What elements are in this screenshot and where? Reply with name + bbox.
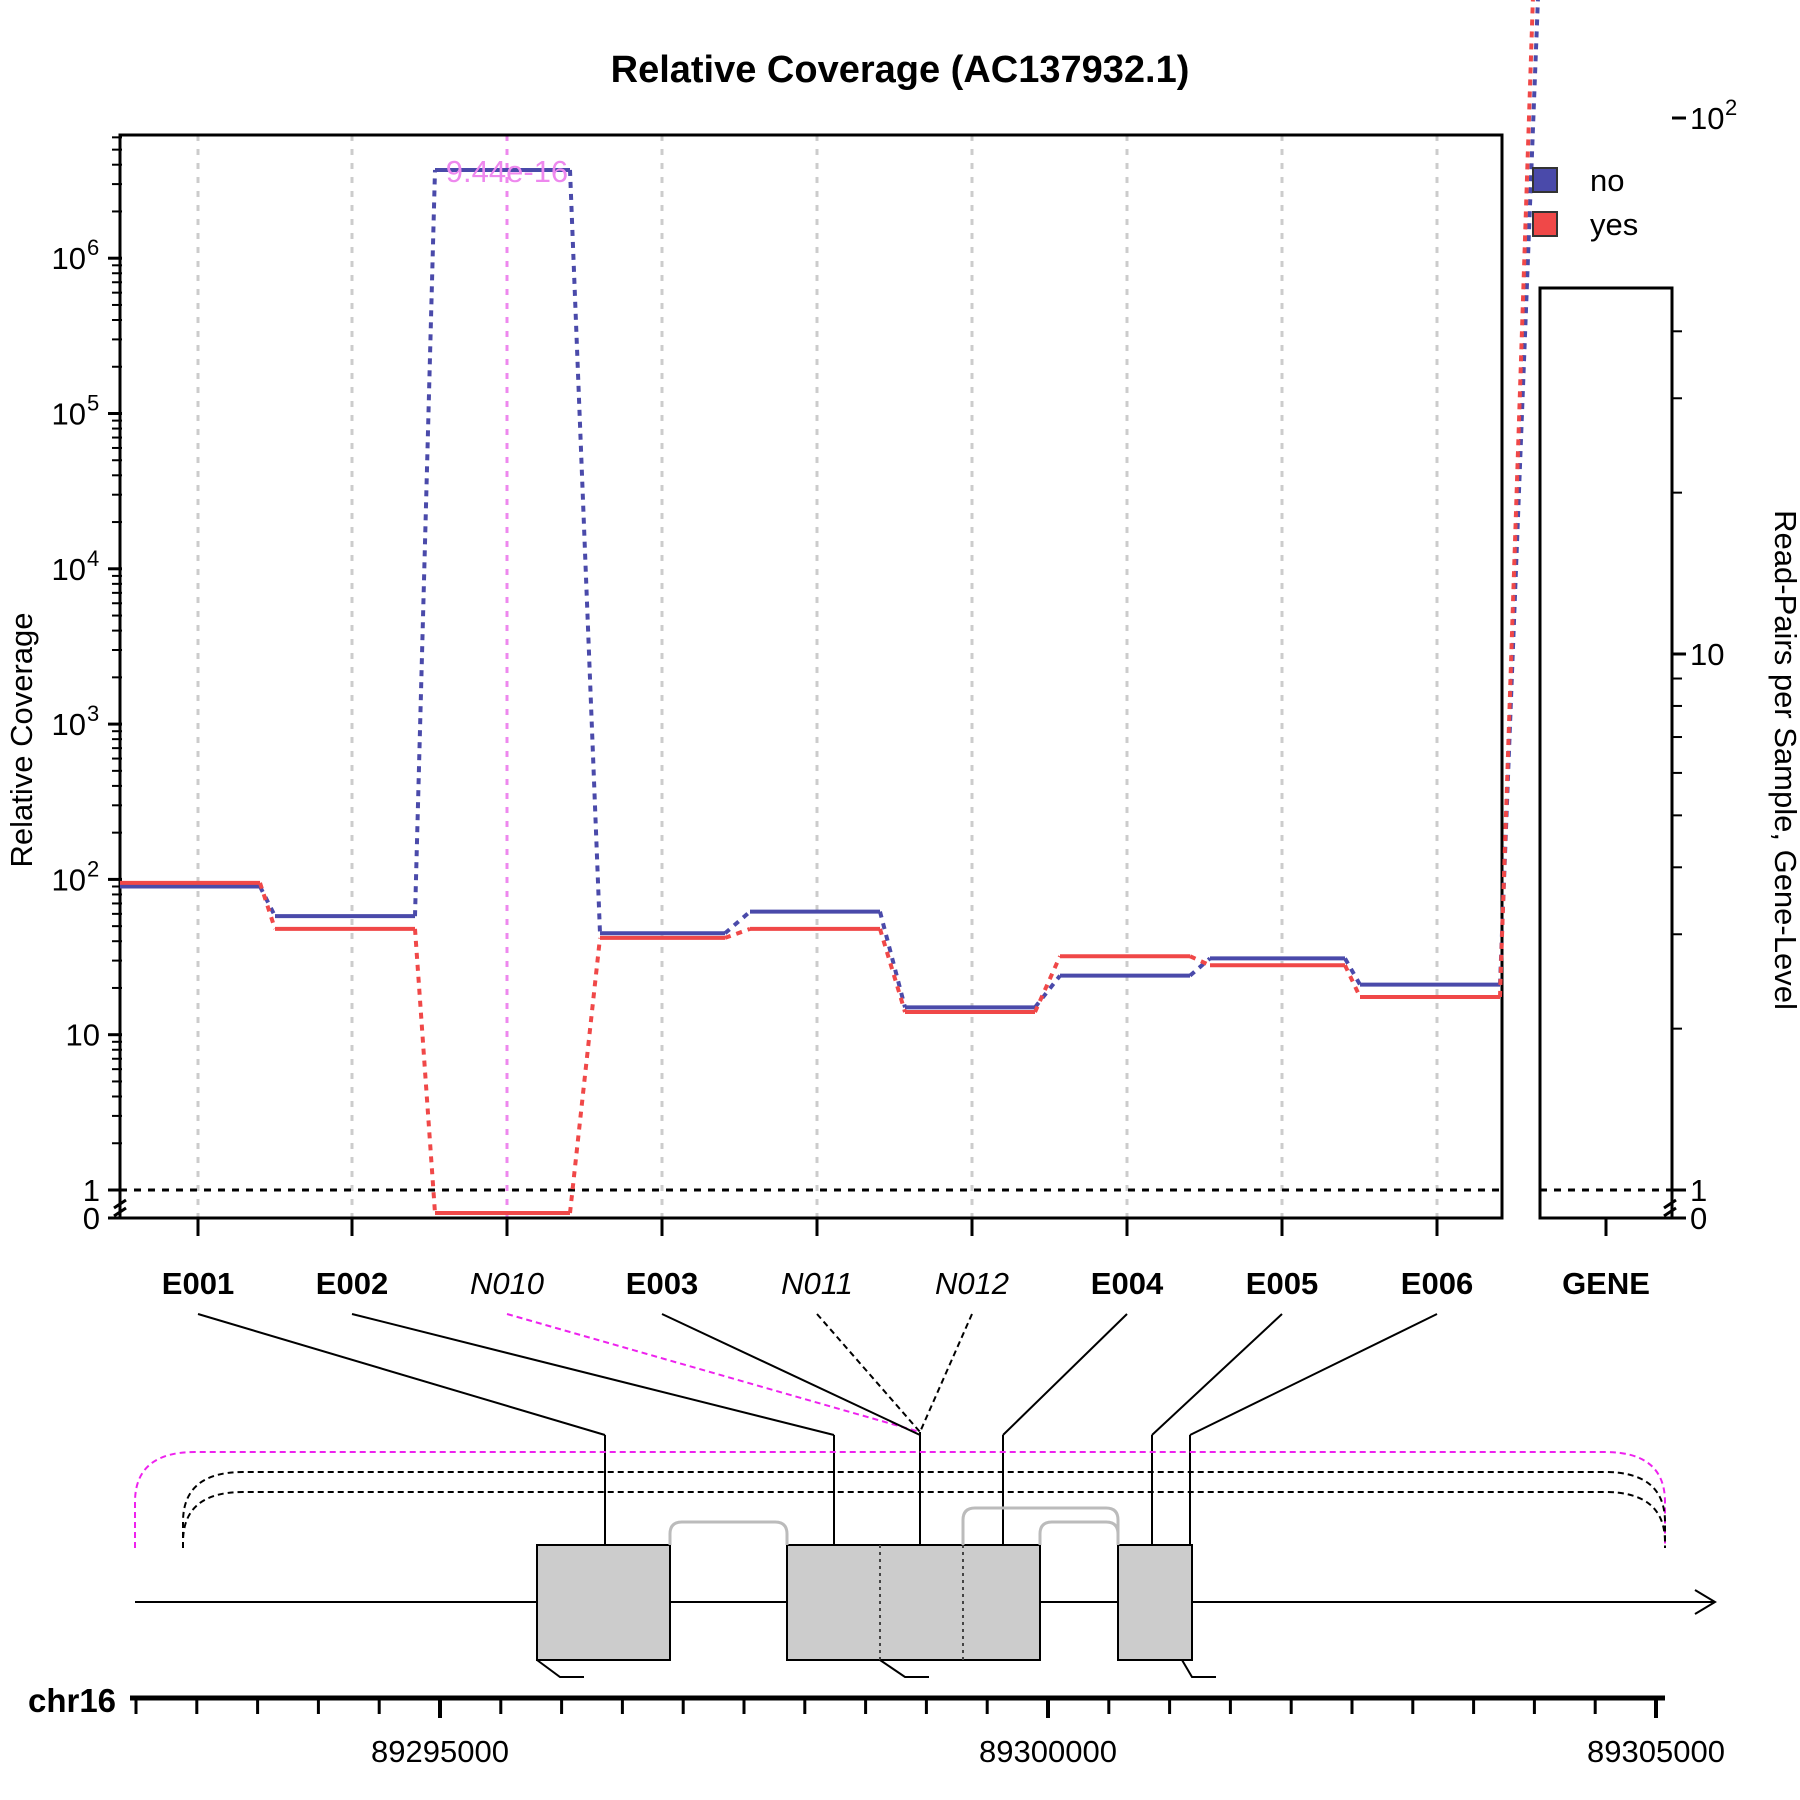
y-tick-label-sup: 3 (87, 701, 99, 726)
connector-n012 (919, 1313, 973, 1433)
splice-arc (961, 1506, 1120, 1545)
feature-label-e004: E004 (1091, 1266, 1164, 1301)
y-tick-label: 1 (83, 1173, 100, 1208)
genome-tick-label: 89300000 (979, 1734, 1117, 1769)
y-right-tick-label: 10 (1690, 101, 1724, 136)
series-yes (120, 0, 1535, 1215)
series-no-connector (413, 169, 437, 917)
y-right-tick-label: 10 (1690, 637, 1724, 672)
feature-label-e002: E002 (316, 1266, 388, 1301)
y-tick-label: 10 (66, 1018, 100, 1053)
splice-arc (668, 1520, 789, 1545)
series-yes-connector (724, 927, 751, 940)
feature-label-n010: N010 (470, 1266, 544, 1301)
series-no-connector (878, 911, 907, 1008)
series-yes-connector (258, 882, 277, 930)
legend: no yes (1532, 163, 1638, 242)
genome-axis: 89295000 89300000 89305000 chr16 (28, 1682, 1725, 1769)
genome-tick-label: 89295000 (371, 1734, 509, 1769)
splice-arc (1038, 1520, 1120, 1545)
connector-e005 (1151, 1313, 1283, 1436)
exon-box (786, 1544, 1041, 1661)
series-no-connector (723, 910, 752, 935)
y-right-tick-label: 1 (1690, 1173, 1707, 1208)
feature-label-e001: E001 (162, 1266, 234, 1301)
series-no-connector (1188, 956, 1212, 978)
connector-e002 (351, 1313, 835, 1436)
y-tick-label: 10 (52, 241, 86, 276)
exon-box (536, 1544, 671, 1661)
series-yes-gene-connector (1498, 0, 1535, 998)
legend-swatch-no (1532, 167, 1558, 193)
strand-arrow-icon (1694, 1589, 1717, 1615)
bracket-mark (1181, 1659, 1216, 1678)
novel-junction-arc (182, 1491, 1666, 1548)
feature-label-e005: E005 (1246, 1266, 1318, 1301)
genome-tick-label: 89305000 (1587, 1734, 1725, 1769)
connector-e003 (661, 1313, 921, 1436)
connector-e004 (1002, 1313, 1128, 1436)
gene-model (134, 1451, 1717, 1678)
series-no (120, 0, 1540, 1010)
y-axis-label: Relative Coverage (4, 612, 39, 867)
y-tick-label: 0 (83, 1201, 100, 1236)
connector-n010 (506, 1313, 921, 1433)
y-tick-label-sup: 4 (87, 546, 99, 571)
y-tick-label-sup: 5 (87, 391, 99, 416)
axis-break-mark (113, 1198, 127, 1218)
feature-labels: E001 E002 N010 E003 N011 N012 E004 E005 E006 GENE (162, 1266, 1650, 1301)
series-yes-connector (1189, 954, 1211, 968)
y-tick-label-sup: 2 (87, 856, 99, 881)
legend-label-no: no (1590, 163, 1624, 198)
exon-box (1117, 1544, 1193, 1661)
series-yes-connector (568, 937, 602, 1214)
novel-junction-arc (134, 1451, 1666, 1548)
series-yes-connector (878, 928, 907, 1013)
connector-e006 (1189, 1313, 1438, 1436)
feature-label-gene: GENE (1562, 1266, 1650, 1301)
feature-label-e003: E003 (626, 1266, 698, 1301)
chart-title: Relative Coverage (AC137932.1) (611, 49, 1190, 91)
y-right-tick-label: 0 (1690, 1201, 1707, 1236)
connector-e001 (197, 1313, 606, 1436)
series-yes-connector (1033, 955, 1062, 1013)
axis-break-mark-right (1663, 1198, 1677, 1218)
y-tick-label-sup: 6 (87, 235, 99, 260)
novel-junction-arc (182, 1471, 1666, 1548)
series-yes-connector (1343, 964, 1362, 998)
series-no-connector (568, 169, 602, 934)
y-tick-label: 10 (52, 397, 86, 432)
feature-label-n011: N011 (781, 1266, 853, 1301)
legend-label-yes: yes (1590, 207, 1638, 242)
y-tick-label: 10 (52, 862, 86, 897)
feature-connectors (197, 1313, 1438, 1545)
connector-n011 (816, 1313, 921, 1433)
pvalue-label: 9.44e-16 (446, 154, 568, 189)
chrom-label: chr16 (28, 1682, 116, 1719)
legend-swatch-yes (1532, 211, 1558, 237)
plot-frame (118, 133, 1504, 1220)
bracket-mark (879, 1659, 929, 1678)
feature-label-n012: N012 (935, 1266, 1009, 1301)
feature-label-e006: E006 (1401, 1266, 1473, 1301)
y-right-tick-label-sup: 2 (1725, 95, 1737, 120)
series-layer: 9.44e-16 (120, 0, 1540, 1215)
gene-panel-frame (1538, 286, 1674, 1220)
y-tick-label: 10 (52, 707, 86, 742)
bracket-mark (536, 1659, 584, 1678)
series-yes-connector (413, 928, 437, 1214)
grid-lines (196, 135, 1439, 1218)
series-no-connector (1033, 974, 1062, 1009)
series-no-connector (1343, 957, 1362, 986)
y-tick-label: 10 (52, 552, 86, 587)
series-no-connector (258, 885, 277, 918)
y-axis-label-right: Read-Pairs per Sample, Gene-Level (1768, 510, 1800, 1010)
